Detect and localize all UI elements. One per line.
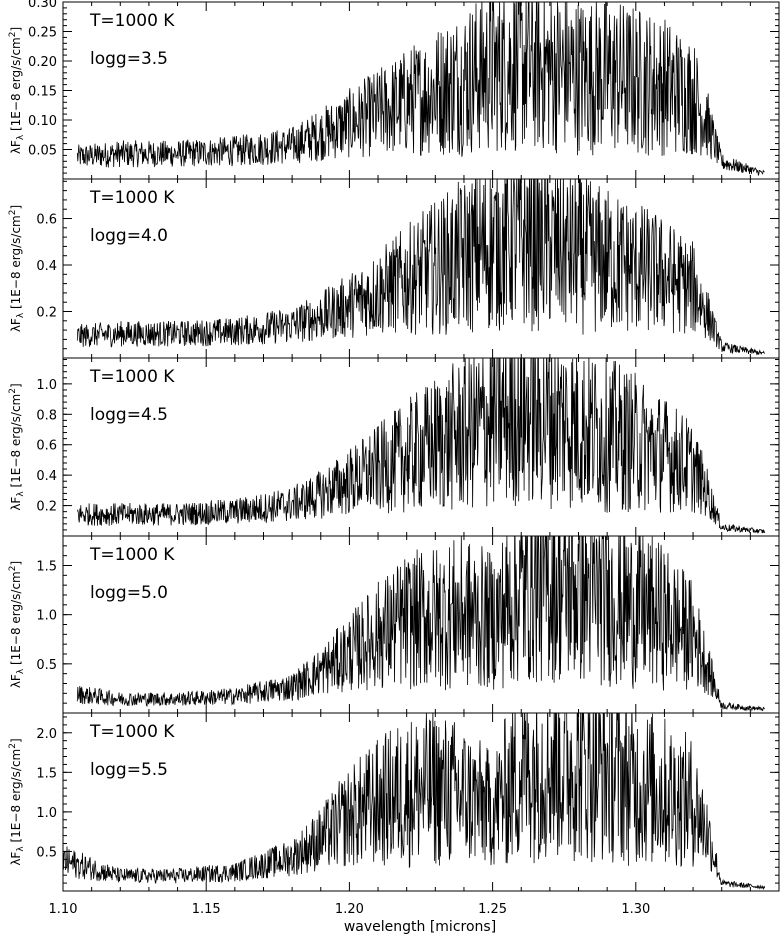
y-axis-label-close: ]	[9, 27, 23, 32]
gravity-annotation: logg=4.0	[90, 226, 168, 246]
y-tick-label: 0.10	[28, 114, 57, 129]
y-axis-label: λFλ [1E−8 erg/s/cm2]	[8, 27, 26, 154]
temperature-annotation: T=1000 K	[89, 188, 175, 208]
x-tick-label: 1.10	[49, 902, 78, 917]
panel-frame	[62, 712, 780, 892]
y-axis-label-unit: [1E−8 erg/s/cm	[9, 37, 23, 135]
y-tick-label: 0.6	[36, 439, 57, 454]
y-axis-label-sup: 2	[8, 743, 18, 749]
y-tick-label: 0.8	[36, 408, 57, 423]
spectrum-line	[76, 358, 766, 534]
y-axis-label-sup: 2	[8, 566, 18, 572]
y-axis-label-main: λF	[9, 674, 23, 688]
y-tick-label: 0.25	[28, 26, 57, 41]
y-axis-label-main: λF	[9, 318, 23, 332]
x-tick-label: 1.25	[478, 902, 507, 917]
y-axis-label-close: ]	[9, 383, 23, 388]
spectrum-line	[76, 179, 765, 355]
x-tick-label: 1.30	[621, 902, 650, 917]
y-axis-label-sub: λ	[16, 134, 26, 140]
gravity-annotation: logg=5.5	[90, 760, 168, 780]
gravity-annotation: logg=3.5	[90, 49, 168, 69]
y-tick-label: 0.30	[28, 0, 57, 11]
x-tick-label: 1.20	[335, 902, 364, 917]
y-tick-label: 0.5	[36, 658, 57, 673]
y-tick-label: 0.4	[36, 469, 57, 484]
y-tick-label: 1.5	[36, 766, 57, 781]
y-axis-label-unit: [1E−8 erg/s/cm	[9, 215, 23, 313]
y-tick-label: 0.2	[36, 500, 57, 515]
y-axis-label-sup: 2	[8, 210, 18, 216]
y-axis-label-sub: λ	[16, 846, 26, 852]
y-axis-label-close: ]	[9, 205, 23, 210]
x-axis-label: wavelength [microns]	[344, 919, 496, 935]
y-axis-label-unit: [1E−8 erg/s/cm	[9, 749, 23, 847]
panel-4: 0.5 1.0 1.5 T=1000 K logg=5.0 λFλ [1E−8 erg/s…	[8, 535, 780, 714]
y-axis-label-sub: λ	[16, 312, 26, 318]
y-tick-label: 2.0	[36, 727, 57, 742]
y-axis-label-unit: [1E−8 erg/s/cm	[9, 394, 23, 492]
spectrum-line	[76, 536, 765, 712]
y-axis-label-main: λF	[9, 852, 23, 866]
temperature-annotation: T=1000 K	[89, 367, 175, 387]
y-tick-label: 0.4	[36, 259, 57, 274]
gravity-annotation: logg=5.0	[90, 583, 168, 603]
x-tick-label: 1.15	[192, 902, 221, 917]
panel-2: 0.2 0.4 0.6 T=1000 K logg=4.0 λFλ [1E−8 erg/s…	[8, 178, 780, 359]
y-tick-label: 0.15	[28, 85, 57, 100]
y-axis-label-sup: 2	[8, 32, 18, 38]
temperature-annotation: T=1000 K	[89, 11, 175, 31]
y-axis-label: λFλ [1E−8 erg/s/cm2]	[8, 561, 26, 688]
spectrum-line	[76, 2, 765, 177]
panels-group: 0.05 0.10 0.15 0.20 0.25 0.30 T=1000 K logg=3.5…	[8, 0, 780, 892]
y-axis-label: λFλ [1E−8 erg/s/cm2]	[8, 205, 26, 332]
y-axis-label: λFλ [1E−8 erg/s/cm2]	[8, 738, 26, 865]
y-axis-label-sup: 2	[8, 388, 18, 394]
x-axis: 1.10 1.15 1.20 1.25 1.30	[49, 902, 651, 917]
y-tick-label: 1.0	[36, 609, 57, 624]
y-axis-label-main: λF	[9, 497, 23, 511]
panel-5: 0.5 1.0 1.5 2.0 T=1000 K logg=5.5 λFλ [1E−8 er…	[8, 712, 780, 892]
y-tick-label: 0.6	[36, 213, 57, 228]
y-tick-label: 1.0	[36, 806, 57, 821]
y-axis-label: λFλ [1E−8 erg/s/cm2]	[8, 383, 26, 510]
y-axis-label-sub: λ	[16, 668, 26, 674]
spectrum-line	[63, 713, 766, 891]
y-tick-label: 0.5	[36, 845, 57, 860]
y-tick-label: 0.20	[28, 55, 57, 70]
y-tick-label: 0.05	[28, 144, 57, 159]
y-tick-label: 1.5	[36, 560, 57, 575]
y-tick-label: 0.2	[36, 306, 57, 321]
gravity-annotation: logg=4.5	[90, 405, 168, 425]
y-tick-label: 1.0	[36, 378, 57, 393]
y-axis-label-main: λF	[9, 140, 23, 154]
y-axis-label-sub: λ	[16, 491, 26, 497]
panel-1: 0.05 0.10 0.15 0.20 0.25 0.30 T=1000 K logg=3.5…	[8, 0, 780, 180]
temperature-annotation: T=1000 K	[89, 545, 175, 565]
y-axis-label-close: ]	[9, 738, 23, 743]
y-axis-label-unit: [1E−8 erg/s/cm	[9, 571, 23, 669]
panel-3: 0.2 0.4 0.6 0.8 1.0 T=1000 K logg=4.5 λFλ [1E−8…	[8, 357, 780, 537]
y-axis-label-close: ]	[9, 561, 23, 566]
temperature-annotation: T=1000 K	[89, 722, 175, 742]
